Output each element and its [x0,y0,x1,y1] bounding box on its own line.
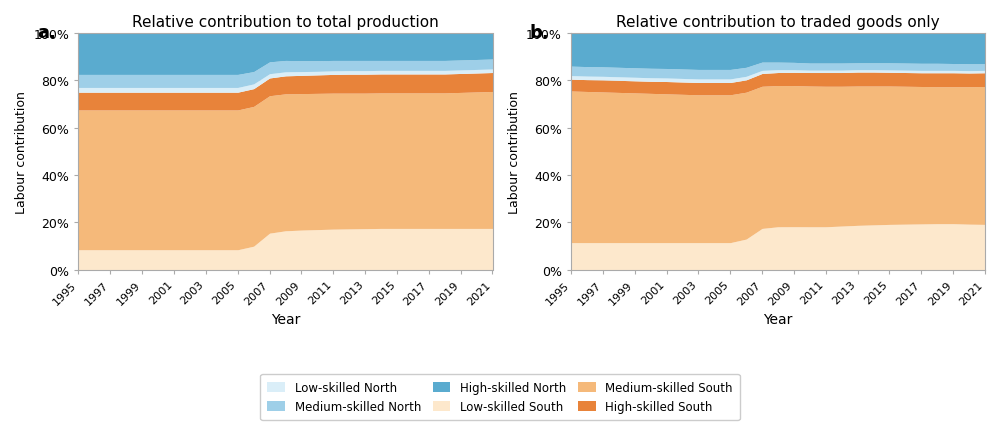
Title: Relative contribution to traded goods only: Relative contribution to traded goods on… [616,15,940,30]
Title: Relative contribution to total production: Relative contribution to total productio… [132,15,439,30]
Legend: Low-skilled North, Medium-skilled North, High-skilled North, Low-skilled South, : Low-skilled North, Medium-skilled North,… [260,374,740,420]
X-axis label: Year: Year [763,312,793,326]
Text: b.: b. [530,24,549,42]
X-axis label: Year: Year [271,312,300,326]
Y-axis label: Labour contribution: Labour contribution [15,91,28,213]
Y-axis label: Labour contribution: Labour contribution [508,91,520,213]
Text: a.: a. [37,24,56,42]
